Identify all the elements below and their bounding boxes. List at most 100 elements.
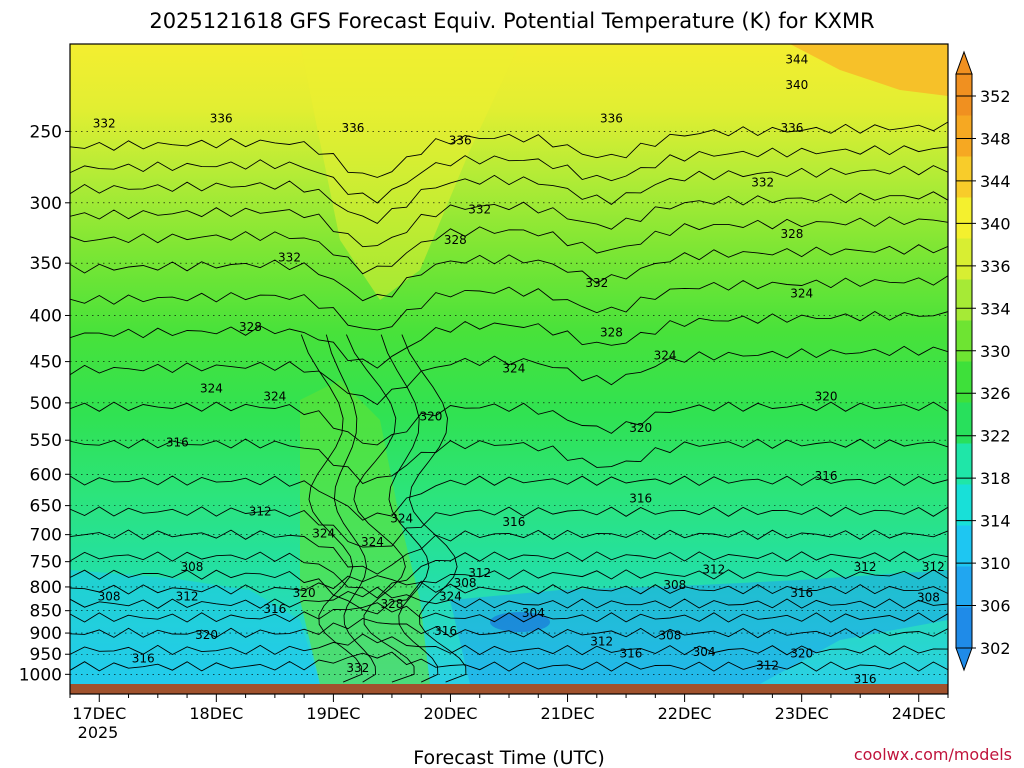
isotherm-label: 324 [200,382,223,396]
x-tick-label: 19DEC [306,704,360,723]
y-tick-label: 500 [30,394,62,414]
contour-line [70,651,948,672]
contour-line [380,334,439,683]
isotherm-label: 312 [854,560,877,574]
x-axis-sub-label: 2025 [78,723,119,742]
x-tick-label: 24DEC [892,704,946,723]
isotherm-label: 332 [468,202,491,216]
colorbar-tick-label: 336 [980,257,1011,276]
isotherm-label: 336 [600,112,623,126]
contour-line [70,438,948,485]
isotherm-label: 324 [654,348,677,362]
isotherm-label: 316 [263,602,286,616]
colorbar-arrow-bottom [955,647,973,672]
colorbar-segment [956,115,972,157]
isotherm-label: 312 [176,590,199,604]
chart-title: 2025121618 GFS Forecast Equiv. Potential… [149,9,874,33]
isotherm-label: 332 [751,176,774,190]
isotherm-label: 308 [454,576,477,590]
y-tick-label: 750 [30,553,62,573]
isotherm-label: 316 [132,651,155,665]
contour-line [70,191,948,248]
x-axis-title: Forecast Time (UTC) [413,747,604,768]
y-tick-label: 650 [30,497,62,517]
contour-line [70,551,948,599]
contour-line [325,334,377,683]
contour-line [70,345,948,406]
isotherm-label: 328 [444,233,467,247]
x-tick-label: 17DEC [72,704,126,723]
x-tick-label: 20DEC [423,704,477,723]
contour-line [70,275,948,331]
isotherm-label: 320 [195,628,218,642]
isotherm-label: 316 [434,624,457,638]
colorbar-tick-label: 302 [980,639,1011,658]
contour-line [70,506,948,548]
contour-line [401,334,467,683]
isotherm-label: 312 [468,566,491,580]
colorbar-segment [956,443,972,485]
contour-line [70,145,948,204]
isotherm-label: 316 [502,515,525,529]
colorbar-tick-label: 330 [980,342,1011,361]
colorbar-tick-label: 318 [980,469,1011,488]
credit-link[interactable]: coolwx.com/models [854,745,1012,764]
isotherm-label: 304 [522,606,545,620]
colorbar-tick-label: 310 [980,554,1011,573]
isotherm-label: 324 [390,512,413,526]
isotherm-label: 324 [439,590,462,604]
contour-line [70,586,948,609]
isotherm-label: 316 [166,435,189,449]
isotherm-label: 316 [619,646,642,660]
y-tick-label: 600 [30,465,62,485]
isotherm-label: 324 [312,527,335,541]
contour-line [70,310,948,369]
contour-line [70,401,948,446]
isotherm-label: 332 [585,276,608,290]
colorbar-segment [956,402,972,444]
y-tick-label: 550 [30,431,62,451]
contour-line [70,569,948,615]
isotherm-label: 328 [239,320,262,334]
colorbar-arrow-top [955,50,973,75]
isotherm-label: 320 [815,390,838,404]
isotherm-label: 332 [93,116,116,130]
isotherm-label: 328 [780,227,803,241]
colorbar-tick-label: 306 [980,597,1011,616]
isotherm-label: 332 [278,251,301,265]
colorbar-tick-label: 334 [980,299,1011,318]
contour-line [70,633,948,656]
isotherm-label: 324 [361,535,384,549]
isotherm-label: 304 [693,645,716,659]
colorbar-tick-label: 340 [980,214,1011,233]
colorbar-segment [956,197,972,239]
isotherm-label: 312 [702,562,725,576]
isotherm-label: 312 [590,635,613,649]
isotherm-label: 316 [629,491,652,505]
colorbar-tick-label: 326 [980,384,1011,403]
isotherm-label: 316 [854,672,877,686]
isotherm-label: 324 [790,286,813,300]
plot-background [70,44,948,684]
isotherm-label: 312 [922,560,945,574]
isotherm-label: 320 [629,421,652,435]
contour-line [70,216,948,275]
colorbar-tick-label: 344 [980,172,1011,191]
isotherm-label: 308 [659,629,682,643]
isotherm-label: 320 [790,646,813,660]
colorbar-tick-label: 322 [980,427,1011,446]
colorbar: 352 348 344 340 336 334 330 326 322 318 314 310 306 3… [955,50,1011,672]
contour-line [70,121,948,178]
isotherm-label: 308 [180,560,203,574]
isotherm-label: 308 [917,591,940,605]
isotherm-label: 332 [346,661,369,675]
contour-line [70,165,948,224]
contour-line [300,334,363,683]
isotherm-label: 328 [600,326,623,340]
ground-strip [70,684,948,694]
y-tick-label: 800 [30,578,62,598]
colorbar-segment [956,361,972,403]
isotherm-label: 316 [815,469,838,483]
isotherm-label: 344 [785,52,808,66]
